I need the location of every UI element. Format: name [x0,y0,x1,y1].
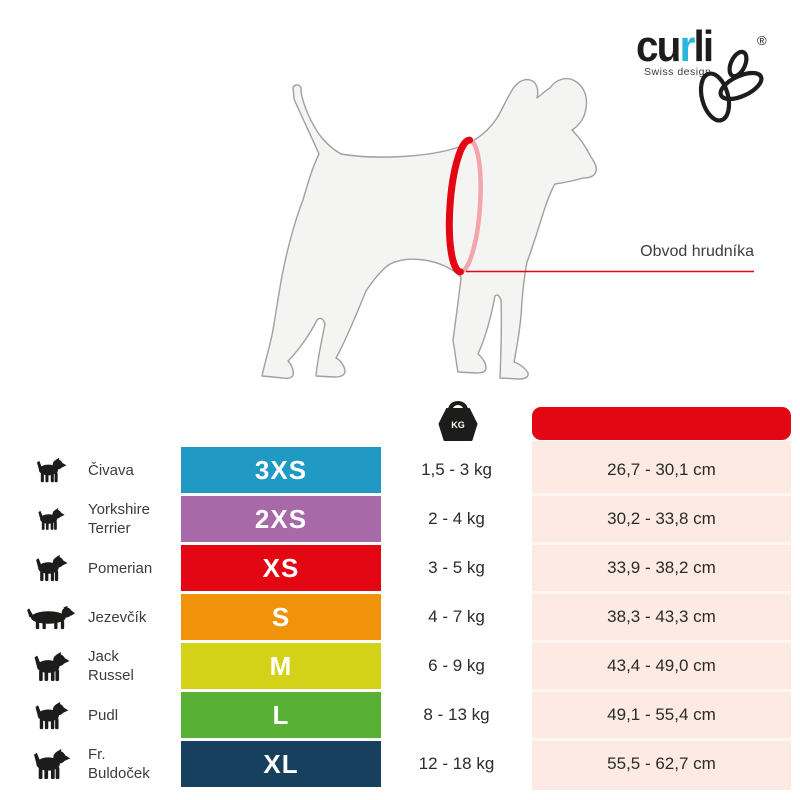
weight-range: 3 - 5 kg [428,558,485,577]
breed-icon-pomerian [22,545,78,591]
breed-icon-yorkshire-terrier [22,496,78,542]
size-bar-xs: XS [181,545,381,591]
weight-range: 8 - 13 kg [423,705,490,724]
weight-kg-icon: KG [438,401,478,441]
brand-logo: curli [636,22,714,72]
breed-icon-jezevcik [22,594,78,640]
size-bar-3xs: 3XS [181,447,381,493]
chest-range: 49,1 - 55,4 cm [607,705,716,724]
chest-range: 55,5 - 62,7 cm [607,754,716,773]
chest-range: 38,3 - 43,3 cm [607,607,716,626]
row-separator [532,542,791,545]
size-label: 2XS [254,503,308,534]
row-separator [532,493,791,496]
size-label: M [269,650,293,681]
brand-text: cu [636,22,681,71]
chest-circumference-label: Obvod hrudníka [640,243,754,260]
dog-silhouette [261,77,597,380]
size-bar-xl: XL [181,741,381,787]
breed-name: Pomerian [88,559,153,577]
row-separator [532,689,791,692]
breed-name: Čivava [88,461,134,479]
table-row: Pomerian XS 3 - 5 kg 33,9 - 38,2 cm [0,545,800,591]
breed-name: Jack Russel [88,648,134,684]
table-row: Yorkshire Terrier 2XS 2 - 4 kg 30,2 - 33… [0,496,800,542]
logo-loop-flower-icon [698,49,764,123]
table-row: Fr. Buldoček XL 12 - 18 kg 55,5 - 62,7 c… [0,741,800,787]
size-bar-l: L [181,692,381,738]
table-row: Čivava 3XS 1,5 - 3 kg 26,7 - 30,1 cm [0,447,800,493]
brand-text: li [693,22,714,71]
breed-name: Jezevčík [88,608,147,626]
chest-range: 30,2 - 33,8 cm [607,509,716,528]
brand-tagline: Swiss design [644,66,712,78]
row-separator [532,640,791,643]
size-bar-s: S [181,594,381,640]
row-separator [532,738,791,741]
weight-range: 2 - 4 kg [428,509,485,528]
brand-accent-letter: r [679,22,696,71]
breed-icon-jack-russel [22,643,78,689]
chest-range: 33,9 - 38,2 cm [607,558,716,577]
breed-name: Pudl [88,706,119,724]
size-bar-2xs: 2XS [181,496,381,542]
breed-icon-civava [22,447,78,493]
table-row: Pudl L 8 - 13 kg 49,1 - 55,4 cm [0,692,800,738]
breed-icon-pudl [22,692,78,738]
row-separator [532,591,791,594]
table-row: Jezevčík S 4 - 7 kg 38,3 - 43,3 cm [0,594,800,640]
chest-range: 43,4 - 49,0 cm [607,656,716,675]
weight-range: 4 - 7 kg [428,607,485,626]
breed-icon-fr-buldocek [22,741,78,787]
size-label: XS [262,552,300,583]
table-row: Jack Russel M 6 - 9 kg 43,4 - 49,0 cm [0,643,800,689]
breed-name: Fr. Buldoček [88,746,150,782]
chest-ring [445,136,483,276]
size-bar-m: M [181,643,381,689]
weight-range: 6 - 9 kg [428,656,485,675]
size-label: XL [263,748,299,779]
svg-text:KG: KG [451,420,465,430]
chest-column-header-bar [532,407,791,440]
registered-trademark-symbol: ® [757,33,767,48]
chest-column-background [532,441,791,790]
weight-range: 1,5 - 3 kg [421,460,492,479]
size-label: S [271,601,291,632]
weight-range: 12 - 18 kg [418,754,495,773]
breed-name: Yorkshire Terrier [88,501,150,537]
size-label: L [272,699,290,730]
size-label: 3XS [254,454,308,485]
chest-range: 26,7 - 30,1 cm [607,460,716,479]
